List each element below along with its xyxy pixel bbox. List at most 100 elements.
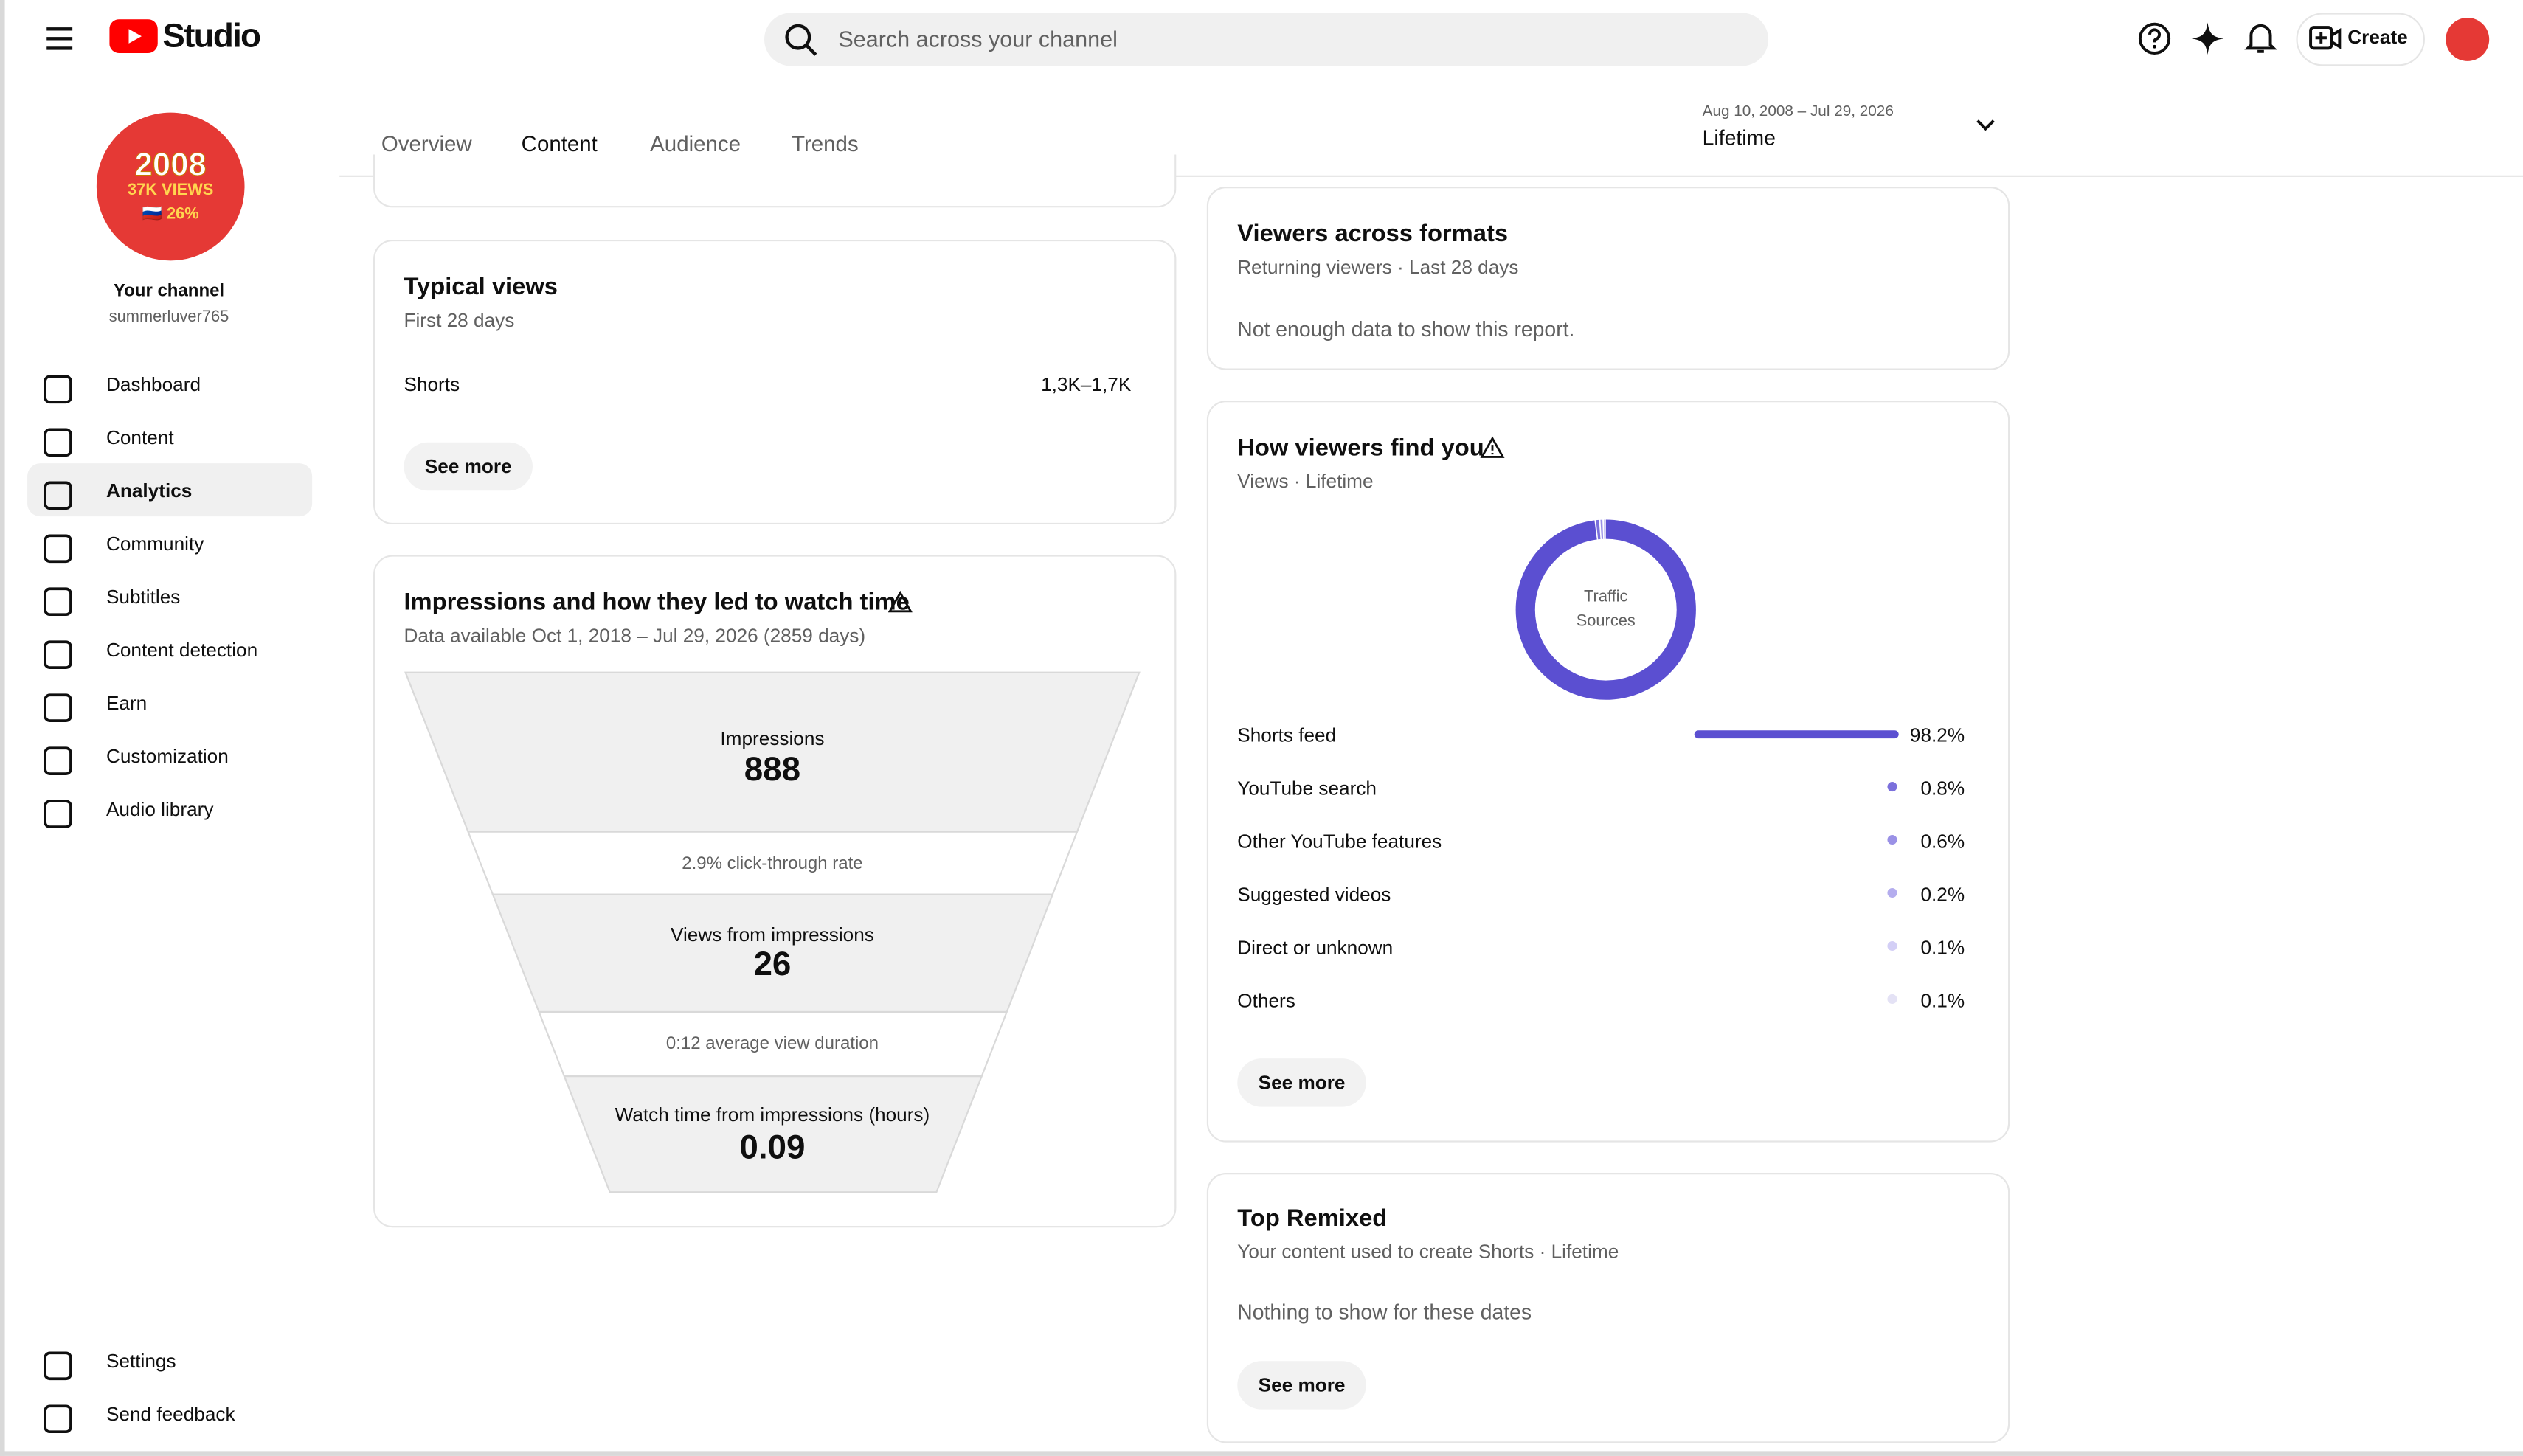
nav-icon [44,693,72,722]
funnel-value: 0.09 [739,1129,806,1167]
source-dot [1887,994,1897,1005]
logo-icon [109,19,158,53]
source-value: 0.8% [1920,777,1965,800]
warning-icon[interactable] [1480,436,1505,459]
funnel-label: Impressions [720,727,825,750]
search-icon [785,24,817,56]
tab[interactable]: Content [521,131,598,156]
logo-text[interactable]: Studio [162,17,261,55]
icon-shape [44,1404,72,1434]
channel-avatar[interactable] [96,112,245,261]
dropdown-icon[interactable] [1974,117,1997,134]
source-name: Others [1237,989,1295,1012]
nav-icon [44,375,72,404]
menu-icon[interactable] [44,23,76,55]
channel-handle: summerluver765 [108,308,229,327]
avatar-text: 🇷🇺 26% [142,206,199,224]
nav-icon [44,746,72,775]
nav-item[interactable]: Settings [105,1349,176,1373]
nav-item[interactable]: Content [105,426,174,449]
tab[interactable]: Overview [381,131,472,156]
tab[interactable]: Trends [792,131,859,156]
row-label: Shorts [404,373,460,396]
source-value: 0.2% [1920,883,1965,906]
formats-card [1206,187,2010,370]
account-avatar[interactable] [2446,17,2490,61]
traffic-card [1206,401,2010,1143]
row-value: 1,3K–1,7K [1041,373,1132,396]
date-range[interactable]: Aug 10, 2008 – Jul 29, 2026 [1702,103,1894,121]
warning-icon[interactable] [887,590,913,613]
nav-item[interactable]: Subtitles [105,585,181,609]
source-name: Shorts feed [1237,724,1337,747]
icon-shape [44,534,72,564]
source-name: Suggested videos [1237,883,1391,906]
icon-shape [44,640,72,670]
create-icon [2309,26,2342,50]
source-bar [1694,730,1899,739]
card-subtitle: Your content used to create Shorts · Lif… [1237,1240,1619,1263]
card-title: How viewers find you [1237,434,1484,462]
create-button[interactable] [2296,13,2425,66]
card-subtitle: Data available Oct 1, 2018 – Jul 29, 202… [404,624,866,647]
nav-item[interactable]: Analytics [105,479,193,502]
notifications-icon[interactable] [2243,19,2278,55]
date-period[interactable]: Lifetime [1702,125,1776,150]
icon-shape [44,746,72,775]
funnel-value: 888 [744,751,801,788]
nav-item[interactable]: Content detection [105,638,258,662]
card-title: Top Remixed [1237,1204,1388,1233]
tab[interactable]: Audience [650,131,741,156]
source-dot [1887,940,1897,951]
sparkle-icon[interactable] [2190,21,2226,56]
donut-chart [1515,519,1696,700]
header-divider [339,175,2523,177]
icon-shape [44,800,72,828]
nav-item[interactable]: Audio library [105,797,214,821]
funnel [404,671,1141,1193]
funnel-label: Watch time from impressions (hours) [615,1103,930,1126]
nav-item[interactable]: Send feedback [105,1402,235,1426]
create-label[interactable]: Create [2347,25,2408,49]
icon-shape [44,693,72,722]
nav-item[interactable]: Community [105,532,204,555]
nav-icon [44,800,72,828]
card-subtitle: Views · Lifetime [1237,469,1374,493]
card-stub [373,154,1177,208]
help-icon[interactable] [2137,21,2173,56]
card-title: Viewers across formats [1237,220,1509,248]
source-name: Direct or unknown [1237,936,1394,959]
see-more-button[interactable]: See more [1237,1361,1366,1410]
see-more-button[interactable]: See more [1237,1058,1366,1107]
search-bar[interactable] [764,13,1769,66]
source-dot [1887,887,1897,898]
card-title: Impressions and how they led to watch ti… [404,589,910,617]
search-placeholder[interactable]: Search across your channel [838,25,1118,52]
nav-item[interactable]: Earn [105,691,148,715]
active-nav-bg [27,463,313,517]
nav-icon [44,534,72,564]
funnel-rate: 2.9% click-through rate [682,854,863,874]
icon-shape [44,481,72,510]
donut-segment [1515,519,1696,700]
source-dot [1887,782,1897,792]
source-value: 0.6% [1920,830,1965,853]
funnel-rate: 0:12 average view duration [665,1034,879,1054]
icon-shape [44,587,72,617]
channel-name: Your channel [113,281,225,301]
source-name: YouTube search [1237,777,1377,800]
source-dot [1887,835,1897,845]
nav-icon [44,640,72,670]
avatar-text: 2008 [134,148,207,184]
nav-item[interactable]: Customization [105,744,229,768]
icon-shape [44,1351,72,1381]
funnel-stage [563,1075,983,1193]
avatar-text: 37K VIEWS [127,181,214,200]
card-subtitle: Returning viewers · Last 28 days [1237,255,1519,279]
nav-icon [44,587,72,617]
see-more-button[interactable]: See more [404,442,533,491]
nav-item[interactable]: Dashboard [105,373,201,396]
nav-icon [44,428,72,457]
nav-icon [44,1404,72,1434]
